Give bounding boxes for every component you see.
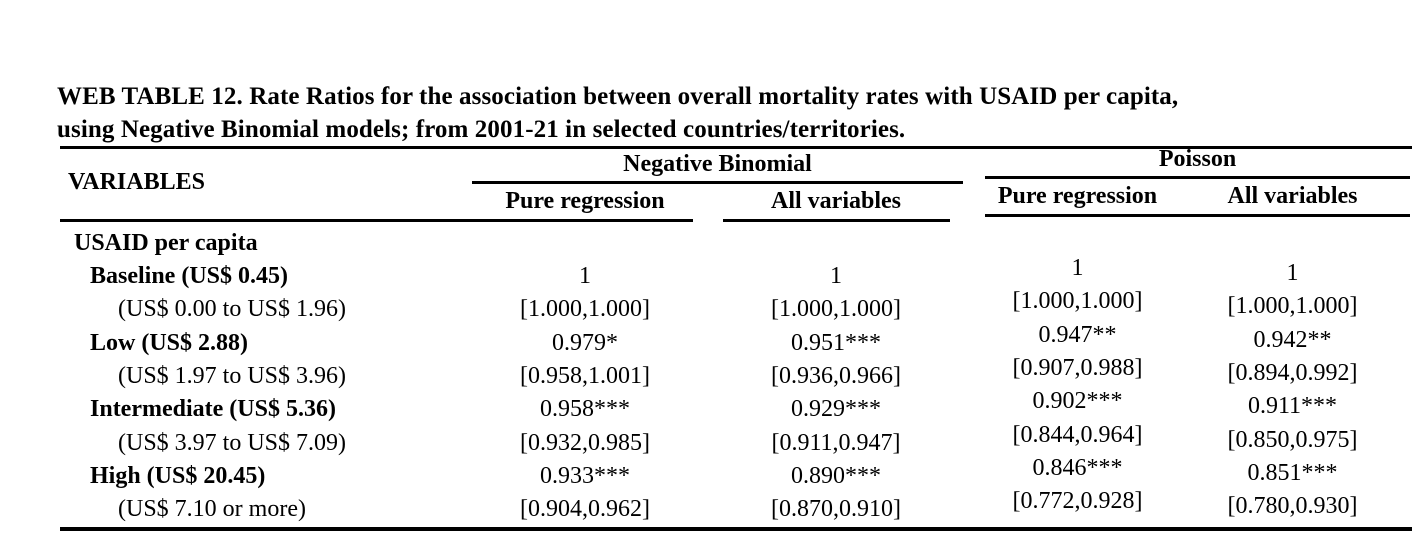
row-label: Low (US$ 2.88) — [90, 330, 249, 356]
table-row: (US$ 0.00 to US$ 1.96) [1.000,1.000] [1.… — [0, 288, 1418, 329]
row-label: High (US$ 20.45) — [90, 463, 266, 489]
cell-value: 0.929*** — [791, 396, 881, 422]
row-label: (US$ 0.00 to US$ 1.96) — [118, 296, 347, 322]
table-row: High (US$ 20.45) 0.933*** 0.890*** 0.846… — [0, 455, 1418, 496]
cell-value: [0.780,0.930] — [1227, 493, 1358, 519]
table-row: Low (US$ 2.88) 0.979* 0.951*** 0.947** 0… — [0, 322, 1418, 363]
column-header-variables: VARIABLES — [68, 169, 205, 195]
cell-value: [1.000,1.000] — [1227, 293, 1358, 319]
cell-value: 1 — [1071, 255, 1084, 281]
column-header-nb-all-variables: All variables — [771, 188, 901, 214]
rule-subheader-poisson — [985, 214, 1410, 217]
cell-value: 0.911*** — [1247, 393, 1338, 419]
cell-value: 1 — [1286, 260, 1299, 286]
cell-value: 0.947** — [1038, 322, 1117, 348]
rule-subheader-left — [60, 219, 693, 222]
cell-value: 0.902*** — [1032, 388, 1123, 414]
rule-negative-binomial-span — [472, 181, 963, 184]
table-title-line1: WEB TABLE 12. Rate Ratios for the associ… — [57, 83, 1179, 110]
cell-value: 0.846*** — [1032, 455, 1123, 481]
table-row: Intermediate (US$ 5.36) 0.958*** 0.929**… — [0, 388, 1418, 429]
cell-value: 0.942** — [1253, 327, 1332, 353]
rule-subheader-all-variables — [723, 219, 950, 222]
row-label: Intermediate (US$ 5.36) — [90, 396, 336, 422]
group-header-negative-binomial: Negative Binomial — [623, 151, 812, 177]
table-title-line2: using Negative Binomial models; from 200… — [57, 116, 906, 143]
cell-value: [0.772,0.928] — [1012, 488, 1143, 514]
column-header-poisson-pure-regression: Pure regression — [997, 183, 1158, 209]
cell-value: [0.911,0.947] — [771, 430, 901, 456]
cell-value: [0.844,0.964] — [1012, 422, 1143, 448]
row-label: USAID per capita — [74, 230, 258, 256]
cell-value: 0.979* — [552, 330, 618, 356]
cell-value: 1 — [579, 263, 591, 289]
table-title: WEB TABLE 12. Rate Ratios for the associ… — [57, 80, 1377, 146]
row-label: (US$ 1.97 to US$ 3.96) — [118, 363, 347, 389]
cell-value: 0.890*** — [791, 463, 881, 489]
cell-value: [0.894,0.992] — [1227, 360, 1358, 386]
cell-value: 0.958*** — [540, 396, 630, 422]
cell-value: [0.907,0.988] — [1012, 355, 1143, 381]
cell-value: [1.000,1.000] — [771, 296, 901, 322]
cell-value: [0.850,0.975] — [1227, 427, 1358, 453]
cell-value: [0.870,0.910] — [771, 496, 901, 522]
cell-value: [0.958,1.001] — [520, 363, 650, 389]
table-row: Baseline (US$ 0.45) 1 1 1 1 — [0, 255, 1418, 296]
column-header-nb-pure-regression: Pure regression — [505, 188, 665, 214]
column-header-poisson-all-variables: All variables — [1227, 183, 1358, 209]
cell-value: 0.933*** — [540, 463, 630, 489]
rule-table-bottom — [60, 527, 1412, 531]
table-row-section: USAID per capita — [0, 230, 1418, 263]
row-label: (US$ 3.97 to US$ 7.09) — [118, 430, 347, 456]
cell-value: 0.851*** — [1247, 460, 1338, 486]
cell-value: 0.951*** — [791, 330, 881, 356]
cell-value: [0.932,0.985] — [520, 430, 650, 456]
group-header-poisson: Poisson — [1158, 146, 1237, 172]
row-label: (US$ 7.10 or more) — [118, 496, 306, 522]
cell-value: [0.904,0.962] — [520, 496, 650, 522]
table-row: (US$ 1.97 to US$ 3.96) [0.958,1.001] [0.… — [0, 355, 1418, 396]
cell-value: [1.000,1.000] — [1012, 288, 1143, 314]
cell-value: [0.936,0.966] — [771, 363, 901, 389]
rule-poisson-span — [985, 176, 1410, 179]
table-row: (US$ 3.97 to US$ 7.09) [0.932,0.985] [0.… — [0, 422, 1418, 463]
cell-value: [1.000,1.000] — [520, 296, 650, 322]
rule-table-top — [60, 146, 1412, 149]
table-row: (US$ 7.10 or more) [0.904,0.962] [0.870,… — [0, 488, 1418, 529]
cell-value: 1 — [830, 263, 842, 289]
row-label: Baseline (US$ 0.45) — [90, 263, 288, 289]
